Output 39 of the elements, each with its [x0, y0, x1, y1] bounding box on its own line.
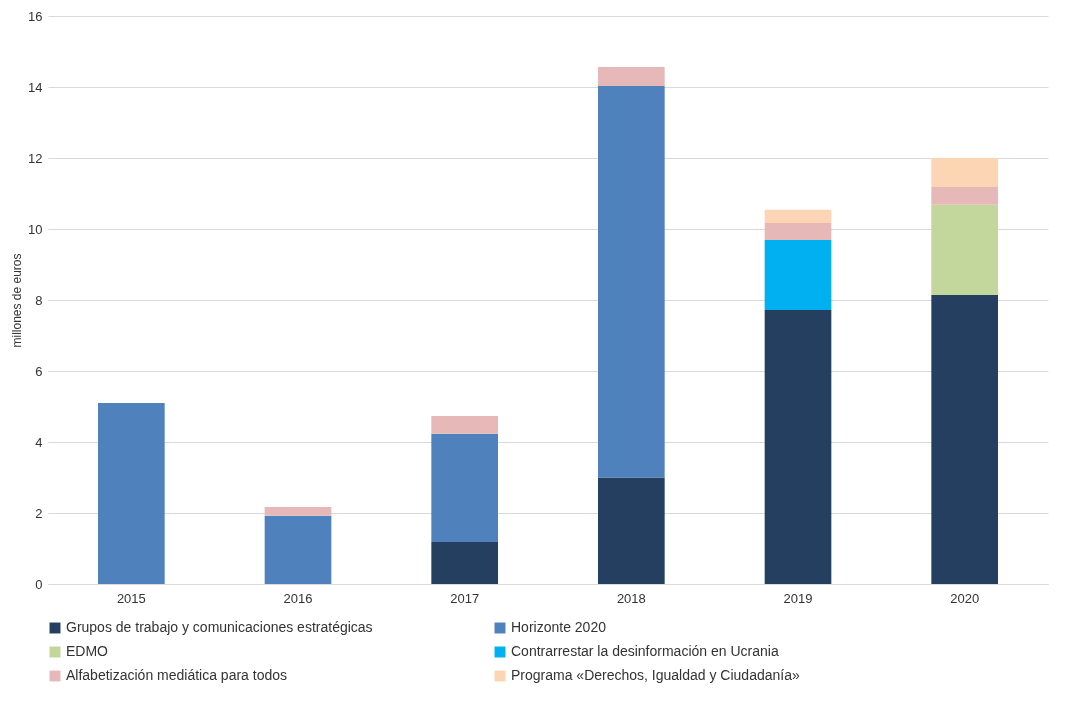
- bar: [764, 240, 832, 310]
- x-tick-label: 2015: [116, 590, 146, 606]
- legend-label: Alfabetización mediática para todos: [66, 667, 288, 683]
- y-tick-label: 6: [35, 363, 43, 379]
- y-tick-label: 8: [35, 292, 43, 308]
- y-tick-label: 2: [35, 505, 43, 521]
- bar: [264, 506, 332, 516]
- bar: [764, 222, 832, 241]
- bar: [598, 85, 665, 478]
- y-tick-label: 16: [28, 8, 43, 24]
- x-tick-label: 2020: [950, 590, 980, 606]
- bar: [264, 515, 332, 584]
- y-tick-label: 10: [28, 221, 43, 237]
- bar: [764, 209, 832, 223]
- x-tick-label: 2016: [283, 590, 313, 606]
- y-axis-title: millones de euros: [10, 253, 25, 348]
- y-tick-label: 12: [28, 150, 43, 166]
- bar: [431, 416, 498, 434]
- legend-label: Contrarrestar la desinformación en Ucrania: [511, 643, 779, 659]
- legend-label: Grupos de trabajo y comunicaciones estratégicas: [66, 619, 373, 635]
- bar: [98, 402, 165, 584]
- x-tick-label: 2019: [783, 590, 813, 606]
- bar: [764, 309, 832, 584]
- bar: [931, 158, 998, 188]
- bar: [931, 187, 998, 205]
- y-tick-label: 0: [35, 576, 43, 592]
- x-tick-label: 2018: [616, 590, 646, 606]
- y-tick-label: 14: [28, 79, 43, 95]
- legend-label: Programa «Derechos, Igualdad y Ciudadanía»: [511, 667, 800, 683]
- x-tick-label: 2017: [450, 590, 480, 606]
- bar: [598, 477, 665, 584]
- bar: [431, 542, 498, 584]
- bar: [431, 433, 498, 543]
- bar: [931, 295, 998, 584]
- legend-label: EDMO: [66, 643, 109, 659]
- legend-label: Horizonte 2020: [511, 619, 607, 635]
- bar: [931, 204, 998, 296]
- y-tick-label: 4: [35, 434, 43, 450]
- bar: [598, 67, 665, 86]
